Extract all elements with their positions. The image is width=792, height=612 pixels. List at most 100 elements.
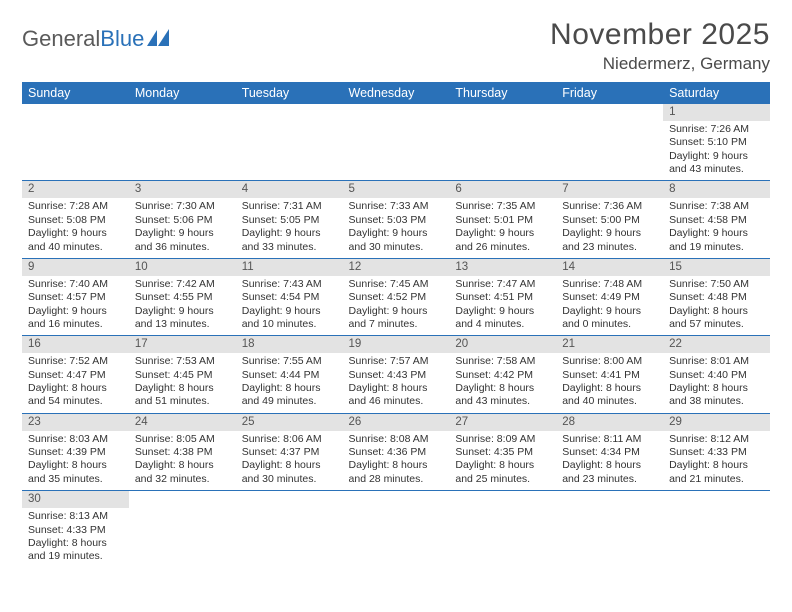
day-detail-line: Daylight: 9 hours: [135, 227, 230, 240]
day-details: Sunrise: 8:03 AMSunset: 4:39 PMDaylight:…: [22, 431, 129, 491]
day-number: 21: [556, 336, 663, 353]
day-details: Sunrise: 7:40 AMSunset: 4:57 PMDaylight:…: [22, 276, 129, 336]
calendar-week-row: 2 Sunrise: 7:28 AMSunset: 5:08 PM Daylight…: [22, 181, 770, 258]
day-details: Sunrise: 7:53 AMSunset: 4:45 PMDaylight:…: [129, 353, 236, 413]
day-detail-line: Sunrise: 7:43 AM: [242, 278, 337, 291]
day-detail-line: and 43 minutes.: [455, 395, 550, 408]
day-detail-line: Sunset: 5:00 PM: [562, 214, 657, 227]
day-detail-line: and 35 minutes.: [28, 473, 123, 486]
calendar-cell: 2Sunrise: 7:28 AMSunset: 5:08 PMDaylight…: [22, 181, 129, 258]
day-detail-line: and 46 minutes.: [349, 395, 444, 408]
calendar-cell: [22, 104, 129, 181]
calendar-header-row: SundayMondayTuesdayWednesdayThursdayFrid…: [22, 82, 770, 104]
day-details: Sunrise: 7:57 AMSunset: 4:43 PMDaylight:…: [343, 353, 450, 413]
day-detail-line: Sunrise: 7:47 AM: [455, 278, 550, 291]
calendar-cell: 8Sunrise: 7:38 AMSunset: 4:58 PMDaylight…: [663, 181, 770, 258]
day-detail-line: Daylight: 8 hours: [562, 382, 657, 395]
calendar-cell: [556, 104, 663, 181]
day-detail-line: Daylight: 8 hours: [135, 382, 230, 395]
day-number: 25: [236, 414, 343, 431]
calendar-week-row: 30Sunrise: 8:13 AMSunset: 4:33 PMDayligh…: [22, 491, 770, 568]
calendar-week-row: 23Sunrise: 8:03 AMSunset: 4:39 PMDayligh…: [22, 413, 770, 490]
day-number: 1: [663, 104, 770, 121]
day-detail-line: Sunrise: 7:33 AM: [349, 200, 444, 213]
calendar-cell: 30Sunrise: 8:13 AMSunset: 4:33 PMDayligh…: [22, 491, 129, 568]
calendar-cell: 15Sunrise: 7:50 AMSunset: 4:48 PMDayligh…: [663, 258, 770, 335]
day-detail-line: Sunset: 4:51 PM: [455, 291, 550, 304]
calendar-cell: 3Sunrise: 7:30 AMSunset: 5:06 PMDaylight…: [129, 181, 236, 258]
day-detail-line: Sunrise: 8:12 AM: [669, 433, 764, 446]
day-detail-line: Sunrise: 7:40 AM: [28, 278, 123, 291]
day-detail-line: Sunrise: 8:09 AM: [455, 433, 550, 446]
day-detail-line: and 38 minutes.: [669, 395, 764, 408]
calendar-cell: 18Sunrise: 7:55 AMSunset: 4:44 PMDayligh…: [236, 336, 343, 413]
day-details: Sunrise: 8:05 AMSunset: 4:38 PMDaylight:…: [129, 431, 236, 491]
day-detail-line: and 7 minutes.: [349, 318, 444, 331]
day-detail-line: Daylight: 9 hours: [455, 227, 550, 240]
day-detail-line: and 10 minutes.: [242, 318, 337, 331]
calendar-week-row: 9Sunrise: 7:40 AMSunset: 4:57 PMDaylight…: [22, 258, 770, 335]
day-details: Sunrise: 8:09 AMSunset: 4:35 PMDaylight:…: [449, 431, 556, 491]
day-detail-line: Sunrise: 7:48 AM: [562, 278, 657, 291]
day-number: 7: [556, 181, 663, 198]
day-detail-line: Sunset: 5:08 PM: [28, 214, 123, 227]
day-detail-line: and 19 minutes.: [28, 550, 123, 563]
calendar-week-row: 1Sunrise: 7:26 AMSunset: 5:10 PMDaylight…: [22, 104, 770, 181]
calendar-body: 1Sunrise: 7:26 AMSunset: 5:10 PMDaylight…: [22, 104, 770, 568]
day-detail-line: Daylight: 9 hours: [455, 305, 550, 318]
day-detail-line: Sunrise: 8:03 AM: [28, 433, 123, 446]
day-detail-line: Sunset: 5:05 PM: [242, 214, 337, 227]
day-details: Sunrise: 8:11 AMSunset: 4:34 PMDaylight:…: [556, 431, 663, 491]
calendar-cell: 16Sunrise: 7:52 AMSunset: 4:47 PMDayligh…: [22, 336, 129, 413]
day-details: Sunrise: 7:52 AMSunset: 4:47 PMDaylight:…: [22, 353, 129, 413]
day-detail-line: Sunset: 4:47 PM: [28, 369, 123, 382]
day-detail-line: Daylight: 8 hours: [349, 382, 444, 395]
calendar-cell: [129, 491, 236, 568]
day-detail-line: Sunset: 4:38 PM: [135, 446, 230, 459]
day-detail-line: and 0 minutes.: [562, 318, 657, 331]
day-details: Sunrise: 7:31 AMSunset: 5:05 PMDaylight:…: [236, 198, 343, 258]
day-detail-line: Sunrise: 7:28 AM: [28, 200, 123, 213]
day-detail-line: and 30 minutes.: [242, 473, 337, 486]
day-details: Sunrise: 7:58 AMSunset: 4:42 PMDaylight:…: [449, 353, 556, 413]
day-detail-line: Sunrise: 8:00 AM: [562, 355, 657, 368]
day-detail-line: and 33 minutes.: [242, 241, 337, 254]
calendar-cell: 1Sunrise: 7:26 AMSunset: 5:10 PMDaylight…: [663, 104, 770, 181]
day-detail-line: Sunrise: 7:26 AM: [669, 123, 764, 136]
calendar-cell: [236, 491, 343, 568]
day-details: Sunrise: 7:26 AMSunset: 5:10 PMDaylight:…: [663, 121, 770, 181]
calendar-cell: 21Sunrise: 8:00 AMSunset: 4:41 PMDayligh…: [556, 336, 663, 413]
day-detail-line: Sunrise: 7:50 AM: [669, 278, 764, 291]
day-detail-line: Sunset: 4:33 PM: [669, 446, 764, 459]
calendar-table: SundayMondayTuesdayWednesdayThursdayFrid…: [22, 82, 770, 568]
calendar-cell: 29Sunrise: 8:12 AMSunset: 4:33 PMDayligh…: [663, 413, 770, 490]
calendar-cell: 13Sunrise: 7:47 AMSunset: 4:51 PMDayligh…: [449, 258, 556, 335]
day-detail-line: Sunrise: 7:45 AM: [349, 278, 444, 291]
day-number: 5: [343, 181, 450, 198]
day-detail-line: and 13 minutes.: [135, 318, 230, 331]
day-detail-line: and 23 minutes.: [562, 473, 657, 486]
day-number: 14: [556, 259, 663, 276]
day-number: 6: [449, 181, 556, 198]
day-number: 23: [22, 414, 129, 431]
day-details: Sunrise: 7:55 AMSunset: 4:44 PMDaylight:…: [236, 353, 343, 413]
day-detail-line: Daylight: 8 hours: [669, 459, 764, 472]
calendar-cell: 10Sunrise: 7:42 AMSunset: 4:55 PMDayligh…: [129, 258, 236, 335]
day-detail-line: Sunset: 4:37 PM: [242, 446, 337, 459]
day-number: 2: [22, 181, 129, 198]
day-detail-line: Sunrise: 8:01 AM: [669, 355, 764, 368]
day-detail-line: and 40 minutes.: [28, 241, 123, 254]
calendar-cell: 7Sunrise: 7:36 AMSunset: 5:00 PMDaylight…: [556, 181, 663, 258]
day-details: Sunrise: 8:00 AMSunset: 4:41 PMDaylight:…: [556, 353, 663, 413]
logo-flag-icon: [147, 26, 173, 52]
day-detail-line: Daylight: 8 hours: [28, 382, 123, 395]
day-detail-line: Sunrise: 8:06 AM: [242, 433, 337, 446]
day-details: Sunrise: 7:45 AMSunset: 4:52 PMDaylight:…: [343, 276, 450, 336]
day-detail-line: Sunset: 4:40 PM: [669, 369, 764, 382]
day-detail-line: Sunset: 5:01 PM: [455, 214, 550, 227]
day-detail-line: and 54 minutes.: [28, 395, 123, 408]
day-details: Sunrise: 7:30 AMSunset: 5:06 PMDaylight:…: [129, 198, 236, 258]
calendar-cell: [449, 104, 556, 181]
calendar-cell: [556, 491, 663, 568]
calendar-cell: 14Sunrise: 7:48 AMSunset: 4:49 PMDayligh…: [556, 258, 663, 335]
